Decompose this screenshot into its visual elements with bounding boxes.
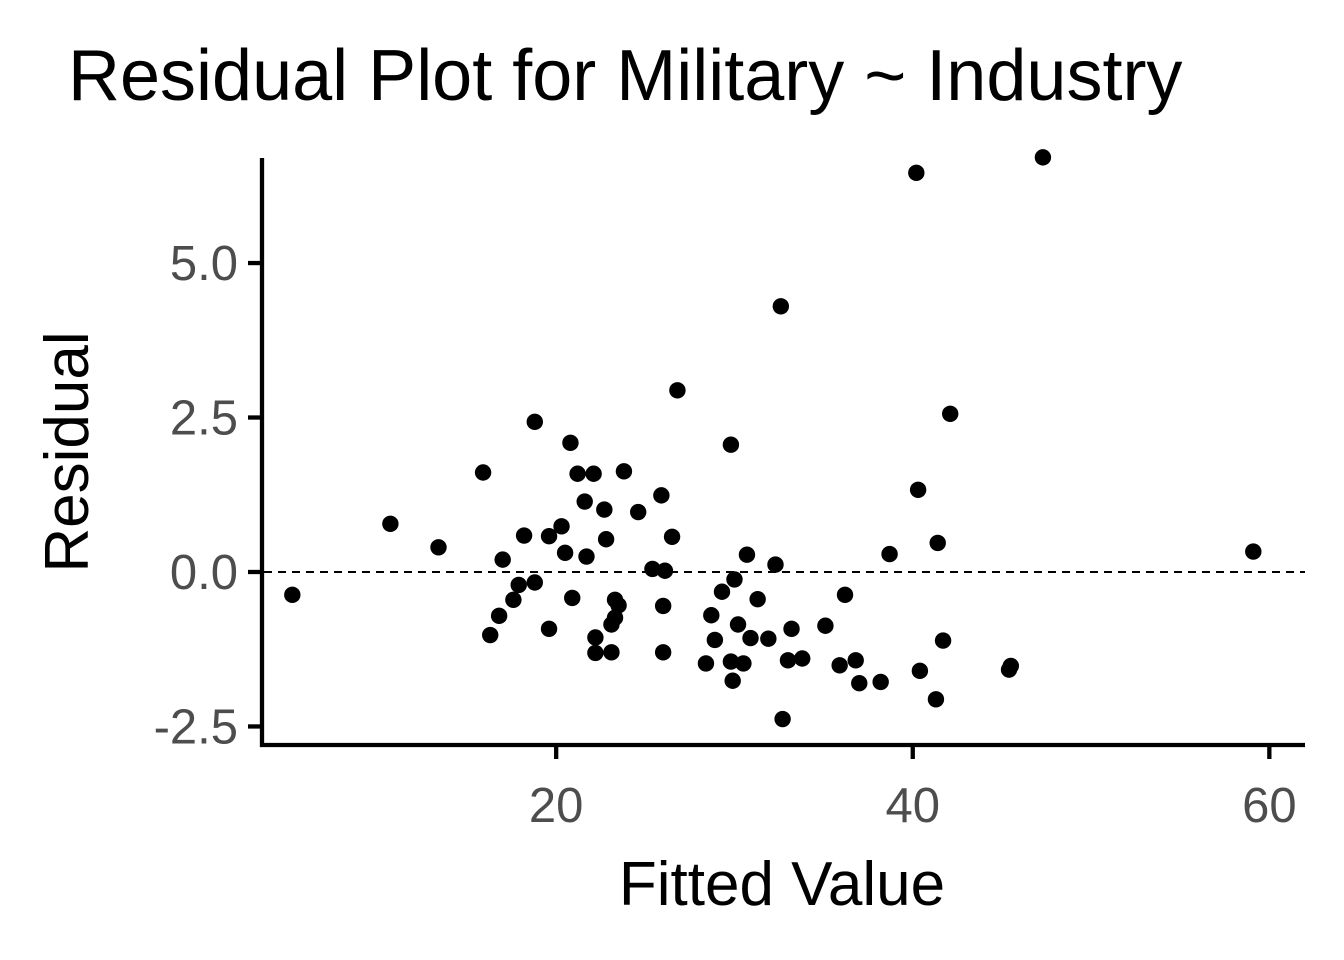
data-point <box>836 586 854 604</box>
data-point <box>706 631 724 649</box>
data-point <box>909 481 927 499</box>
data-point <box>585 465 602 482</box>
data-point <box>494 551 511 568</box>
data-point <box>553 518 570 535</box>
data-point <box>515 527 533 544</box>
data-point <box>562 434 579 452</box>
data-point <box>526 574 543 591</box>
data-point <box>284 586 301 604</box>
x-tick-label: 60 <box>1242 779 1297 833</box>
data-point <box>794 650 811 667</box>
y-tick-label: 0.0 <box>170 546 238 600</box>
data-point <box>724 672 741 689</box>
data-point <box>722 436 740 453</box>
x-axis-title: Fitted Value <box>619 850 945 919</box>
y-tick-label: 2.5 <box>170 392 238 446</box>
y-axis-title: Residual <box>33 331 102 572</box>
data-point <box>510 576 527 594</box>
data-point <box>653 487 670 504</box>
data-point <box>703 607 720 624</box>
data-point <box>847 652 864 669</box>
data-point <box>783 620 800 638</box>
data-point <box>881 545 898 563</box>
data-point <box>603 644 620 661</box>
data-point <box>556 544 574 562</box>
data-point <box>615 463 633 480</box>
data-point <box>779 652 797 669</box>
data-point <box>654 597 672 615</box>
data-point <box>767 556 784 573</box>
data-point <box>934 632 952 649</box>
chart-title: Residual Plot for Military ~ Industry <box>68 36 1182 116</box>
data-point <box>505 591 522 608</box>
x-tick-label: 20 <box>529 779 584 833</box>
data-point <box>772 298 790 315</box>
data-point <box>656 562 674 579</box>
data-point <box>490 607 508 625</box>
data-point <box>817 617 834 634</box>
data-point <box>430 539 447 556</box>
data-points <box>284 149 1262 728</box>
data-point <box>851 675 868 692</box>
data-point <box>942 405 959 423</box>
data-point <box>872 673 889 691</box>
data-point <box>610 597 627 614</box>
data-point <box>831 657 848 674</box>
data-point <box>644 560 661 578</box>
data-point <box>663 528 681 545</box>
data-point <box>911 662 929 680</box>
y-tick-label: -2.5 <box>154 700 238 754</box>
data-point <box>929 534 946 552</box>
data-point <box>760 630 777 647</box>
data-point <box>1002 657 1020 675</box>
data-point <box>908 164 925 182</box>
data-point <box>587 644 604 662</box>
data-point <box>576 493 593 510</box>
data-point <box>735 655 752 672</box>
data-point <box>669 382 686 399</box>
data-point <box>564 589 581 607</box>
y-axis-ticks: -2.5 0.0 2.5 5.0 <box>154 237 262 754</box>
data-point <box>654 644 672 661</box>
data-point <box>526 413 543 431</box>
data-point <box>540 527 558 545</box>
data-point <box>774 710 791 728</box>
x-axis-ticks: 20 40 60 <box>529 745 1297 833</box>
data-point <box>742 629 759 647</box>
data-point <box>587 629 604 646</box>
data-point <box>722 653 740 670</box>
data-point <box>606 609 624 626</box>
data-point <box>382 515 399 532</box>
y-tick-label: 5.0 <box>170 237 238 291</box>
data-point <box>596 501 613 518</box>
data-point <box>597 531 615 548</box>
data-point <box>927 691 945 708</box>
data-point <box>578 548 595 565</box>
plot-area <box>264 149 1305 728</box>
data-point <box>1245 543 1262 560</box>
data-point <box>697 655 715 672</box>
data-point <box>569 465 586 482</box>
data-point <box>474 464 492 481</box>
data-point <box>482 626 499 644</box>
data-point <box>540 620 558 638</box>
data-point <box>726 571 743 588</box>
x-tick-label: 40 <box>886 779 941 833</box>
data-point <box>729 616 747 633</box>
data-point <box>713 583 731 600</box>
data-point <box>1034 149 1052 166</box>
data-point <box>738 546 756 563</box>
data-point <box>629 503 647 521</box>
data-point <box>749 590 766 608</box>
